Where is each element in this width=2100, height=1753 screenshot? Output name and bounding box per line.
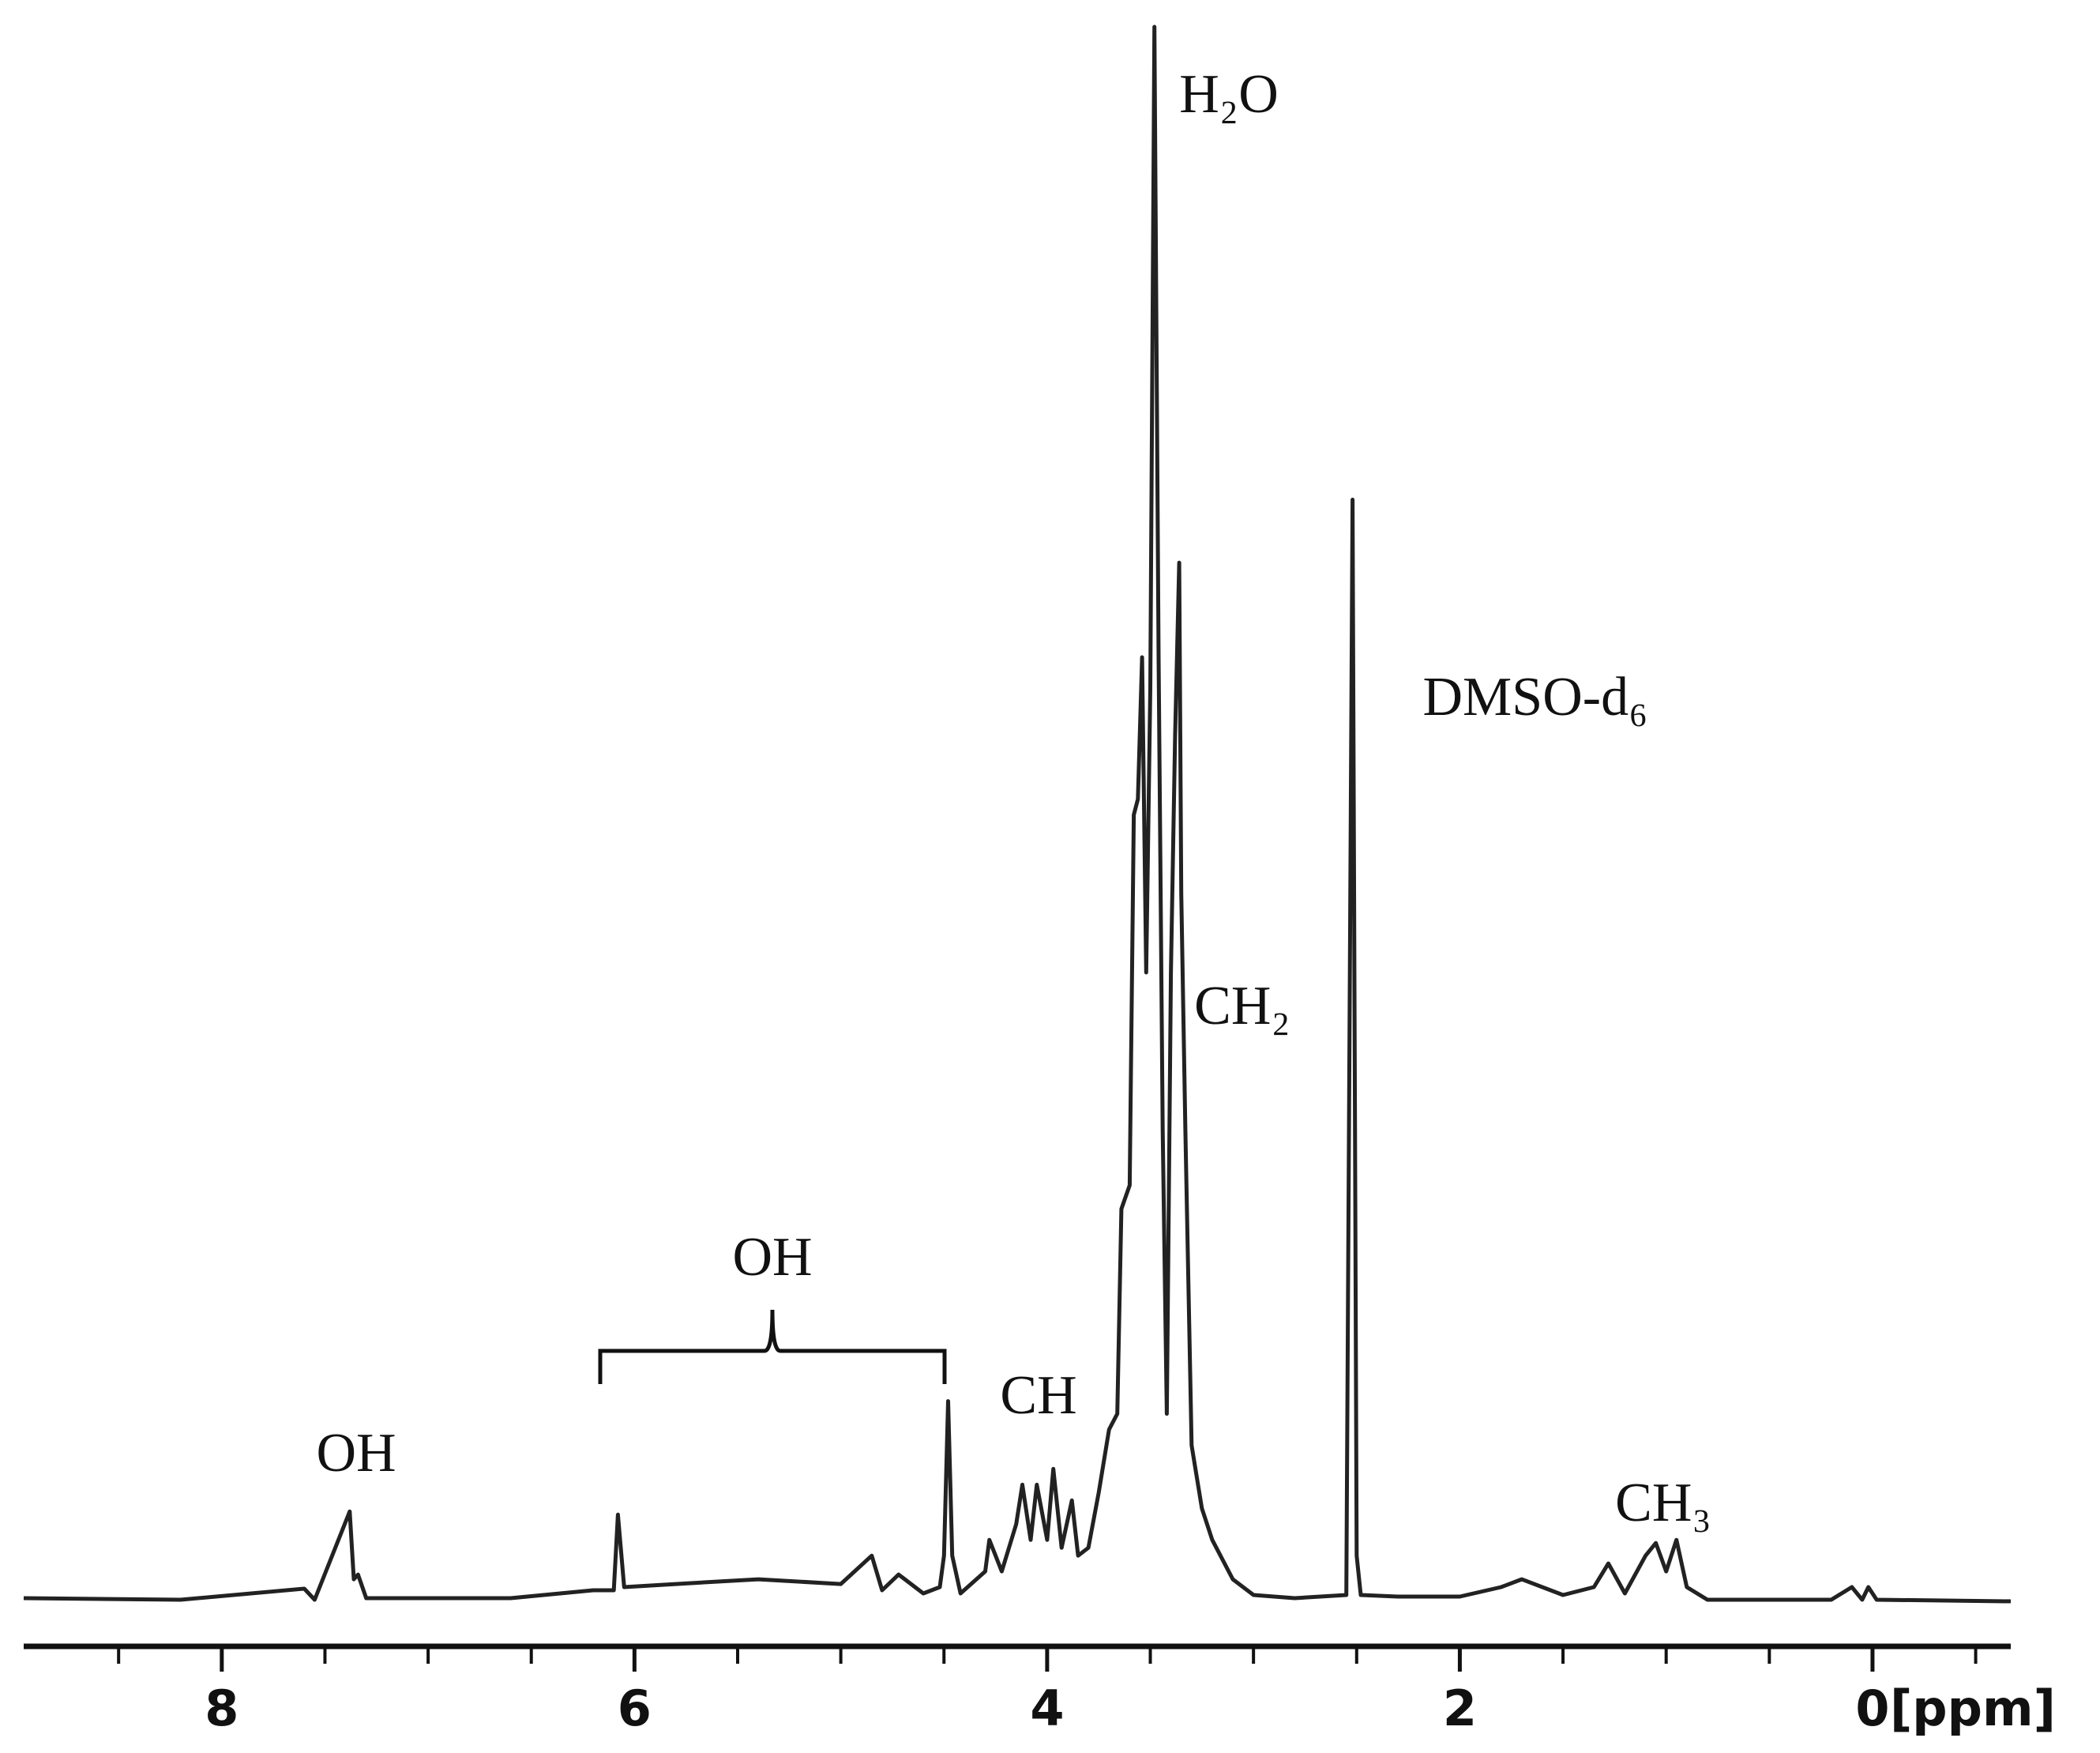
peak-annotation: OH xyxy=(316,1423,396,1484)
peak-annotation: CH₃ xyxy=(1615,1473,1711,1533)
x-axis-label: [ppm] xyxy=(1890,1680,2056,1737)
peak-annotation: DMSO-d₆ xyxy=(1423,667,1648,728)
x-tick-label: 8 xyxy=(205,1680,239,1737)
peak-annotation: CH₂ xyxy=(1194,976,1290,1036)
bracket xyxy=(598,1309,947,1384)
x-tick-label: 0 xyxy=(1855,1680,1889,1737)
peak-annotation: CH xyxy=(1000,1365,1076,1426)
spectrum-line xyxy=(23,24,2012,1604)
x-tick-label: 6 xyxy=(618,1680,652,1737)
x-tick-label: 2 xyxy=(1443,1680,1477,1737)
x-tick-label: 4 xyxy=(1030,1680,1064,1737)
peak-annotation: OH xyxy=(732,1227,812,1288)
peak-annotation: H₂O xyxy=(1179,64,1279,125)
